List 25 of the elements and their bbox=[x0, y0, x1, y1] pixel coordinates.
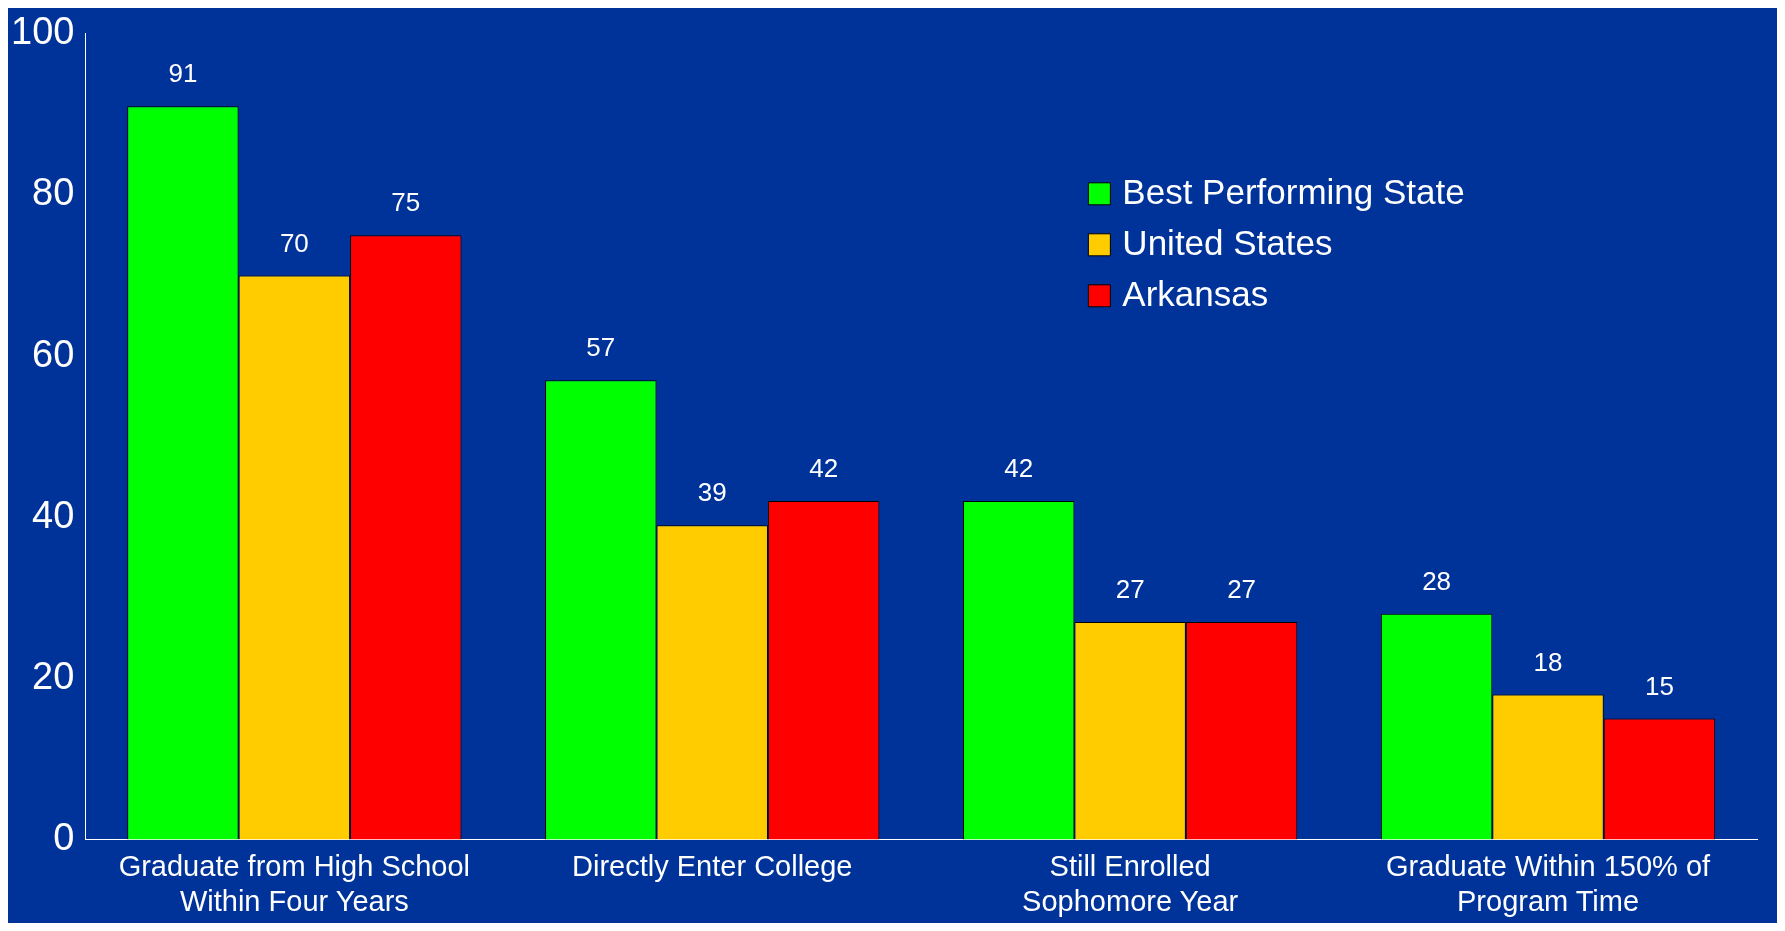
data-label: 91 bbox=[168, 58, 198, 89]
data-label: 42 bbox=[809, 453, 839, 484]
data-label: 39 bbox=[697, 477, 727, 508]
x-tick-label: Still Enrolled Sophomore Year bbox=[1022, 849, 1239, 917]
y-tick-label: 0 bbox=[53, 815, 75, 858]
x-tick-label: Graduate from High School Within Four Years bbox=[118, 849, 471, 917]
data-label: 70 bbox=[279, 227, 309, 258]
legend-label: United States bbox=[1122, 223, 1333, 263]
legend-label: Best Performing State bbox=[1122, 172, 1465, 212]
y-tick-label: 40 bbox=[32, 493, 75, 536]
data-label: 28 bbox=[1422, 566, 1452, 596]
data-label: 27 bbox=[1227, 574, 1257, 605]
x-tick-label: Graduate Within 150% of Program Time bbox=[1386, 849, 1711, 917]
y-tick-label: 80 bbox=[32, 171, 75, 214]
y-tick-label: 100 bbox=[11, 10, 75, 53]
data-label: 18 bbox=[1533, 646, 1563, 677]
x-tick-label: Directly Enter College bbox=[572, 849, 853, 882]
data-label: 42 bbox=[1004, 453, 1034, 484]
data-label: 27 bbox=[1115, 574, 1145, 605]
data-label: 15 bbox=[1645, 670, 1674, 701]
y-tick-label: 20 bbox=[32, 654, 75, 697]
data-label: 75 bbox=[391, 187, 421, 218]
y-tick-label: 60 bbox=[32, 332, 75, 375]
legend-label: Arkansas bbox=[1122, 274, 1269, 314]
data-label: 57 bbox=[586, 332, 616, 363]
